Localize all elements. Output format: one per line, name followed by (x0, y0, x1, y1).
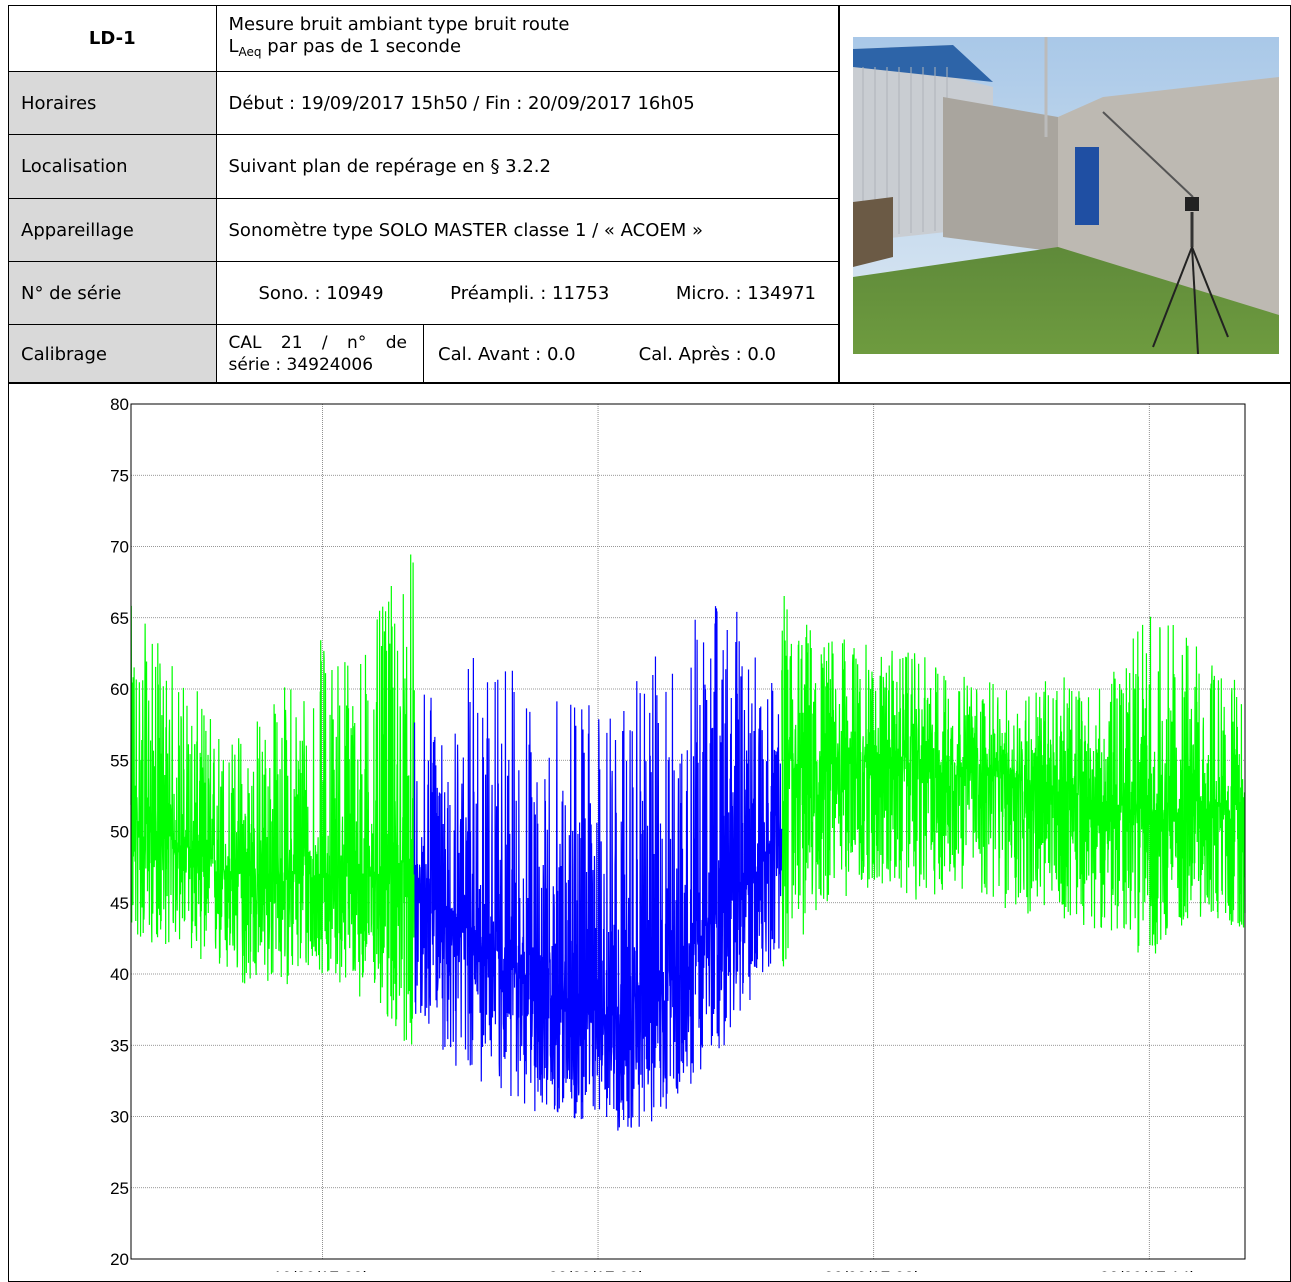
vertical-divider (838, 5, 840, 383)
x-tick-label: 19/09/17 20h (273, 1268, 372, 1272)
cal-avant: Cal. Avant : 0.0 (438, 343, 576, 365)
y-tick-label: 20 (110, 1250, 129, 1269)
cal-apres: Cal. Après : 0.0 (638, 343, 776, 365)
y-tick-label: 35 (110, 1036, 129, 1055)
y-tick-label: 50 (110, 823, 129, 842)
site-photo (853, 37, 1279, 354)
horizontal-divider (8, 382, 1291, 384)
laeq-subscript: Aeq (238, 45, 262, 59)
y-tick-label: 25 (110, 1179, 129, 1198)
series-1-segment-0 (413, 606, 783, 1131)
series-0-segment-0 (130, 554, 415, 1045)
row-value-localisation: Suivant plan de repérage en § 3.2.2 (215, 134, 839, 199)
calibrator-cell: CAL 21 / n° de série : 34924006 (215, 324, 424, 384)
row-label-serie: N° de série (8, 261, 217, 325)
description-rest: par pas de 1 seconde (261, 36, 462, 57)
row-value-horaires: Début : 19/09/2017 15h50 / Fin : 20/09/2… (215, 71, 839, 135)
description-line1: Mesure bruit ambiant type bruit route (228, 14, 570, 35)
laeq-chart: 20 25 30 35 40 45 50 55 60 65 70 75 80 19/09/17 20h 2… (110, 396, 1246, 1272)
y-tick-label: 60 (110, 680, 129, 699)
laeq-l: L (228, 36, 239, 57)
y-tick-label: 30 (110, 1108, 129, 1127)
measurement-description: Mesure bruit ambiant type bruit route LA… (215, 5, 839, 72)
calibrator-text: CAL 21 / n° de (228, 333, 407, 353)
y-tick-label: 65 (110, 609, 129, 628)
series-0-segment-1 (781, 595, 1246, 967)
y-tick-label: 75 (110, 466, 129, 485)
x-tick-label: 20/09/17 14h (1100, 1268, 1199, 1272)
row-label-calibrage: Calibrage (8, 324, 217, 384)
y-tick-label: 40 (110, 965, 129, 984)
row-value-serie: Sono. : 10949 Préampli. : 11753 Micro. :… (215, 261, 839, 325)
serie-sono: Sono. : 10949 (258, 282, 384, 304)
serie-preampli: Préampli. : 11753 (450, 282, 610, 304)
y-tick-label: 45 (110, 894, 129, 913)
calibrator-line2: série : 34924006 (228, 355, 374, 375)
row-label-localisation: Localisation (8, 134, 217, 199)
y-axis-ticks: 20 25 30 35 40 45 50 55 60 65 70 75 80 (110, 396, 129, 1269)
sheet-id: LD-1 (8, 5, 217, 72)
calibration-values: Cal. Avant : 0.0 Cal. Après : 0.0 (423, 324, 839, 384)
row-label-appareillage: Appareillage (8, 198, 217, 262)
x-axis-ticks: 19/09/17 20h 20/09/17 02h 20/09/17 08h 20/0… (273, 1268, 1199, 1272)
x-tick-label: 20/09/17 02h (548, 1268, 647, 1272)
plot-frame (130, 403, 1246, 1260)
y-tick-label: 55 (110, 751, 129, 770)
y-tick-label: 70 (110, 538, 129, 557)
row-label-horaires: Horaires (8, 71, 217, 135)
description-line2: LAeq par pas de 1 seconde (229, 36, 827, 63)
y-tick-label: 80 (110, 396, 129, 414)
site-photo-drawing (853, 37, 1279, 354)
chart-series (130, 554, 1246, 1131)
x-tick-label: 20/09/17 08h (824, 1268, 923, 1272)
info-table: LD-1 Mesure bruit ambiant type bruit rou… (8, 5, 839, 384)
serie-micro: Micro. : 134971 (675, 282, 816, 304)
row-value-appareillage: Sonomètre type SOLO MASTER classe 1 / « … (215, 198, 839, 262)
calibrator-line1: CAL 21 / n° de (229, 332, 412, 354)
